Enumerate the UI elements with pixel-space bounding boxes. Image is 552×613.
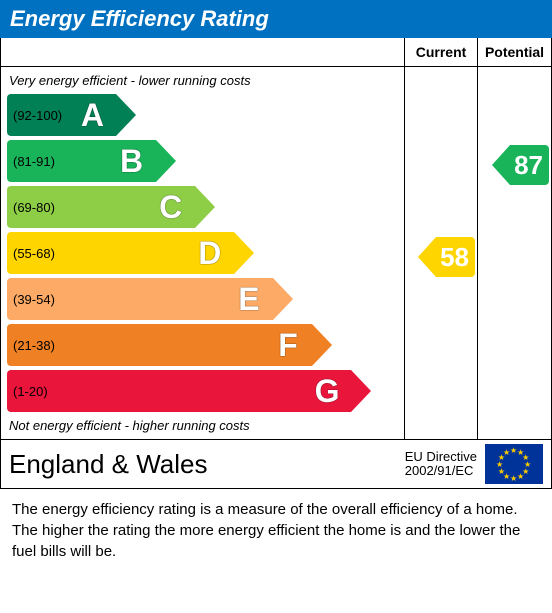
band-letter-e: E bbox=[225, 278, 273, 320]
header-row: Current Potential bbox=[1, 38, 551, 67]
directive-line1: EU Directive bbox=[405, 450, 477, 464]
header-spacer bbox=[1, 38, 405, 66]
potential-rating-arrow: 87 bbox=[492, 145, 549, 185]
chart-body: Very energy efficient - lower running co… bbox=[1, 67, 551, 439]
band-range-e: (39-54) bbox=[7, 292, 55, 307]
current-column: 58 bbox=[405, 67, 478, 439]
header-current: Current bbox=[405, 38, 478, 66]
eu-directive: EU Directive 2002/91/EC bbox=[405, 450, 477, 479]
efficiency-label-bottom: Not energy efficient - higher running co… bbox=[7, 418, 398, 433]
band-range-g: (1-20) bbox=[7, 384, 48, 399]
current-rating-arrow: 58 bbox=[418, 237, 475, 277]
epc-chart: Current Potential Very energy efficient … bbox=[0, 38, 552, 489]
title-bar: Energy Efficiency Rating bbox=[0, 0, 552, 38]
band-letter-b: B bbox=[108, 140, 156, 182]
band-letter-f: F bbox=[264, 324, 312, 366]
eu-flag-icon: ★★★★★★★★★★★★ bbox=[485, 444, 543, 484]
directive-line2: 2002/91/EC bbox=[405, 464, 477, 478]
header-potential: Potential bbox=[478, 38, 551, 66]
band-g: (1-20) G bbox=[7, 370, 398, 412]
band-range-f: (21-38) bbox=[7, 338, 55, 353]
footer-row: England & Wales EU Directive 2002/91/EC … bbox=[1, 439, 551, 488]
band-f: (21-38) F bbox=[7, 324, 398, 366]
band-d: (55-68) D bbox=[7, 232, 398, 274]
efficiency-label-top: Very energy efficient - lower running co… bbox=[7, 73, 398, 88]
band-range-c: (69-80) bbox=[7, 200, 55, 215]
band-letter-c: C bbox=[147, 186, 195, 228]
band-range-b: (81-91) bbox=[7, 154, 55, 169]
band-b: (81-91) B bbox=[7, 140, 398, 182]
band-e: (39-54) E bbox=[7, 278, 398, 320]
potential-column: 87 bbox=[478, 67, 551, 439]
band-letter-a: A bbox=[68, 94, 116, 136]
bands-area: Very energy efficient - lower running co… bbox=[1, 67, 405, 439]
band-range-a: (92-100) bbox=[7, 108, 62, 123]
region-label: England & Wales bbox=[9, 449, 405, 480]
band-a: (92-100) A bbox=[7, 94, 398, 136]
band-letter-g: G bbox=[303, 370, 351, 412]
band-letter-d: D bbox=[186, 232, 234, 274]
band-range-d: (55-68) bbox=[7, 246, 55, 261]
caption-text: The energy efficiency rating is a measur… bbox=[0, 489, 552, 572]
band-c: (69-80) C bbox=[7, 186, 398, 228]
